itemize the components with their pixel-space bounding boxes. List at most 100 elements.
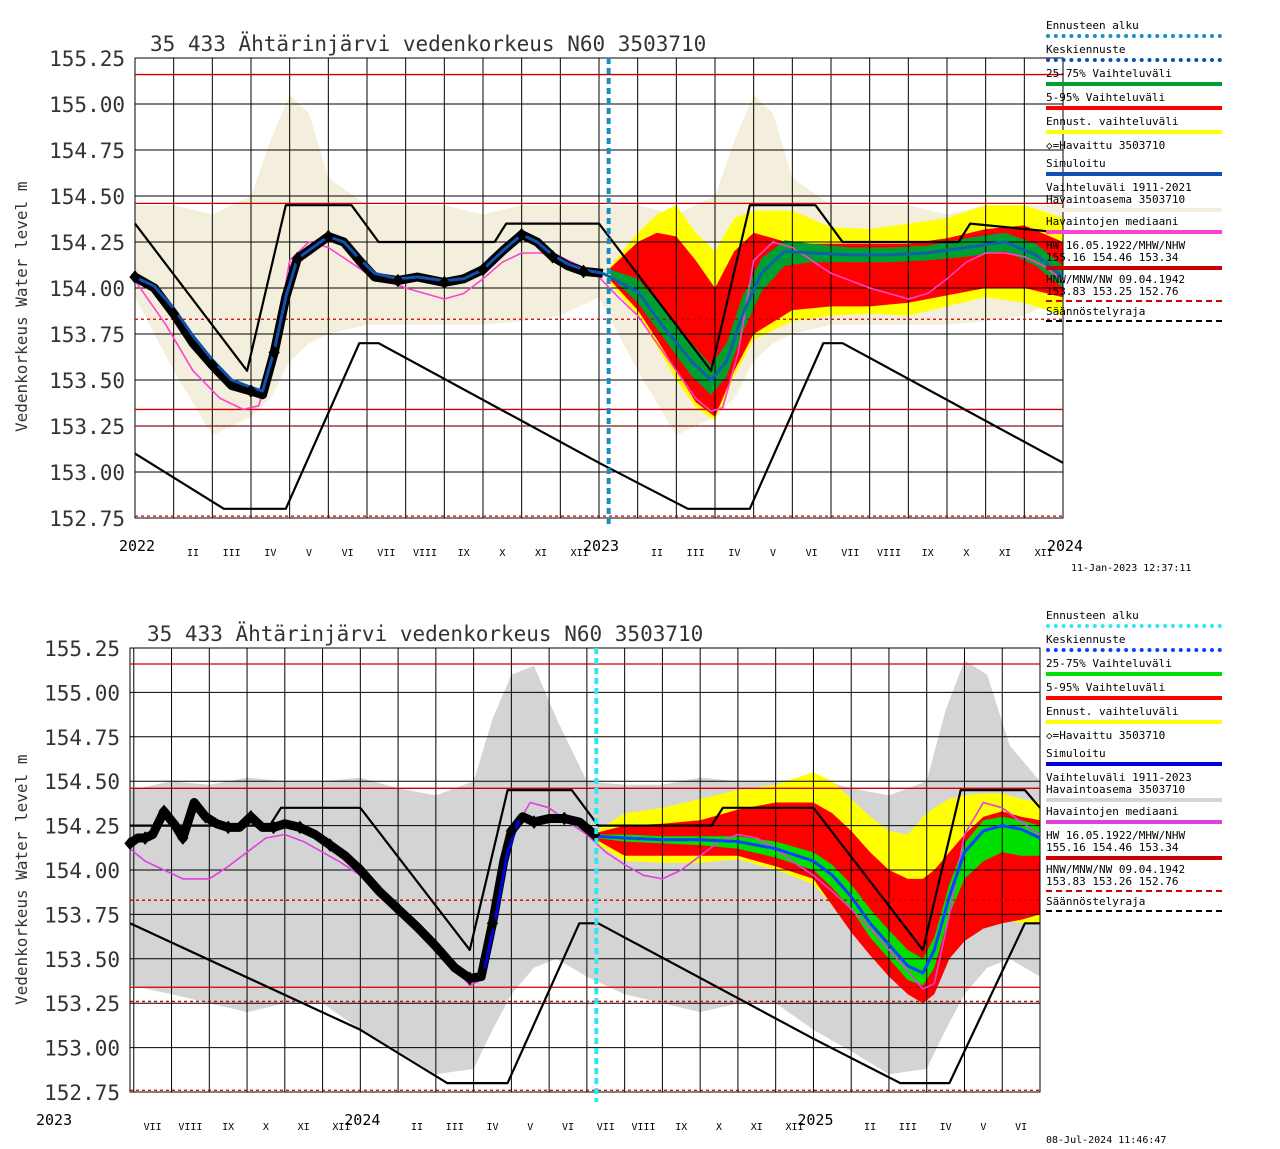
x-month-label: IX [675,1122,687,1133]
legend-item: Säännöstelyraja [1046,306,1276,322]
legend-item: Säännöstelyraja [1046,896,1276,912]
x-month-label: XI [535,548,547,559]
legend-label: Havaintojen mediaani [1046,805,1179,818]
observed-point [354,863,366,877]
y-tick-label: 153.25 [44,992,120,1016]
observed-point [267,820,280,835]
y-tick-label: 155.00 [44,681,120,705]
observed-point [486,916,499,931]
x-year-label: 2025 [797,1111,833,1129]
x-month-label: III [446,1122,464,1133]
x-month-label: VI [562,1122,574,1133]
y-tick-label: 154.50 [44,770,120,794]
y-tick-label: 152.75 [44,1081,120,1105]
x-month-label: X [499,548,505,559]
x-month-label: X [963,548,969,559]
legend-item: HNW/MNW/NW 09.04.1942 153.83 153.25 152.… [1046,274,1276,302]
regulation-upper-limit-line [130,789,1041,951]
x-year-label: 2024 [344,1111,380,1129]
observed-point [353,253,365,268]
y-tick-label: 153.50 [44,948,120,972]
y-tick-label: 154.75 [44,726,120,750]
legend-item: Ennusteen alku [1046,20,1276,38]
observed-point [124,836,136,851]
legend-item: ◇=Havaittu 3503710 [1046,730,1276,742]
x-month-label: VII [841,548,859,559]
observed-point [516,227,528,242]
forecast-25-75-band [610,232,1063,395]
x-year-label: 2023 [583,537,619,555]
observed-point [199,809,212,824]
legend-swatch [1046,82,1222,86]
x-year-label: 2024 [1047,537,1083,555]
legend-swatch [1046,624,1222,628]
observed-point [222,820,234,835]
x-month-label: III [899,1122,917,1133]
legend-label: Ennusteen alku [1046,609,1139,622]
x-month-label: XII [332,1122,350,1133]
y-tick-label: 153.00 [44,1037,120,1061]
observed-point [139,831,151,845]
legend-item: Vaihteluväli 1911-2023 Havaintoasema 350… [1046,772,1276,802]
legend-item: HW 16.05.1922/MHW/NHW 155.16 154.46 153.… [1046,830,1276,860]
observed-point [477,262,489,277]
legend-label: HW 16.05.1922/MHW/NHW 155.16 154.46 153.… [1046,829,1186,854]
x-month-label: XI [751,1122,763,1133]
x-month-label: VII [377,548,395,559]
x-month-label: V [980,1122,986,1133]
legend-swatch [1046,648,1222,652]
regulation-lower-limit-line [134,342,1064,510]
chart-panel-2023: 155.25 155.00 154.75 154.50 154.25 154.00 153.… [12,20,1276,574]
legend-swatch [1046,720,1222,724]
x-month-label: VI [1015,1122,1027,1133]
legend-label: Vaihteluväli 1911-2021 Havaintoasema 350… [1046,181,1192,206]
y-tick-label: 153.00 [49,461,125,485]
legend-swatch [1046,58,1222,62]
legend-swatch [1046,106,1222,110]
x-month-label: VIII [413,548,437,559]
y-tick-label: 154.00 [44,859,120,883]
x-month-label: IX [458,548,470,559]
observations-median-line [129,801,1041,990]
legend-item: 25-75% Vaihteluväli [1046,68,1276,86]
observed-point [168,306,180,321]
y-tick-label: 153.75 [49,323,125,347]
simulated-level-line [134,233,604,393]
y-tick-label: 152.75 [49,507,125,531]
observed-point [558,811,570,826]
legend-label: HW 16.05.1922/MHW/NHW 155.16 154.46 153.… [1046,239,1186,264]
y-tick-label: 155.25 [44,637,120,661]
observed-point [245,384,257,398]
x-month-label: X [263,1122,269,1133]
x-month-label: IX [222,1122,234,1133]
x-month-label: VIII [631,1122,655,1133]
forecast-mean-line [596,824,1041,975]
x-month-label: IV [486,1122,498,1133]
x-month-label: II [864,1122,876,1133]
x-month-label: VII [597,1122,615,1133]
x-month-label: XI [298,1122,310,1133]
observed-point [577,264,590,279]
regulation-upper-limit-line [134,204,1064,372]
legend-swatch [1046,820,1222,824]
observed-point [324,838,336,852]
legend: Ennusteen alku Keskiennuste 25-75% Vaihtel… [1046,610,1276,918]
timestamp: 08-Jul-2024 11:46:47 [1046,1135,1167,1146]
legend-label: Säännöstelyraja [1046,895,1146,908]
legend-item: Keskiennuste [1046,44,1276,62]
legend-swatch [1046,672,1222,676]
legend-item: Vaihteluväli 1911-2021 Havaintoasema 350… [1046,182,1276,212]
legend-label: Simuloitu [1046,747,1106,760]
x-month-label: VII [144,1122,162,1133]
water-level-chart-2023: 155.25 155.00 154.75 154.50 154.25 154.00 153.… [49,47,1083,559]
legend-item: 5-95% Vaihteluväli [1046,92,1276,110]
legend-item: HW 16.05.1922/MHW/NHW 155.16 154.46 153.… [1046,240,1276,270]
x-month-label: III [223,548,241,559]
legend-item: Havaintojen mediaani [1046,216,1276,234]
x-month-label: XII [1035,548,1053,559]
x-year-label: 2023 [36,1111,72,1129]
chart-title: 35 433 Ähtärinjärvi vedenkorkeus N60 350… [150,32,707,56]
x-month-label: XII [571,548,589,559]
legend-label: Säännöstelyraja [1046,305,1146,318]
y-tick-label: 155.00 [49,93,125,117]
